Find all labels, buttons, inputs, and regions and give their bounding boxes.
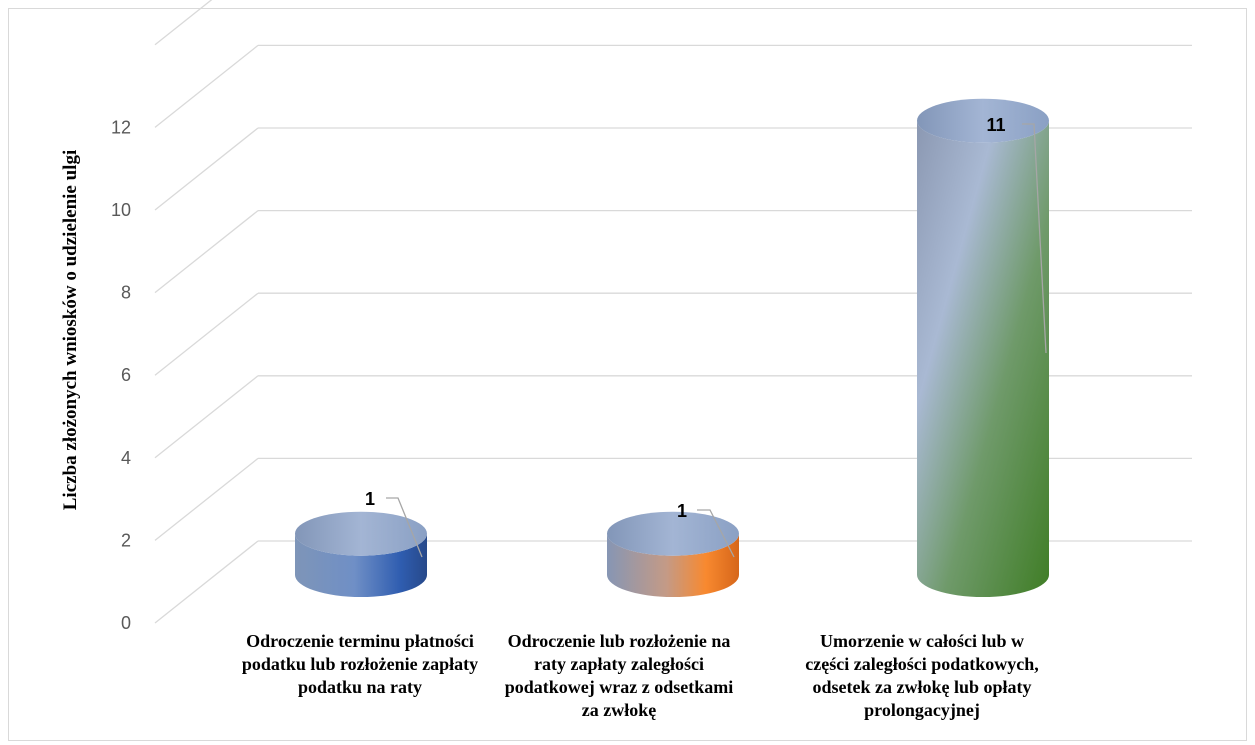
gridline-side [154, 375, 259, 459]
bar [295, 511, 427, 597]
gridline-side [154, 292, 259, 376]
data-label: 1 [677, 501, 687, 521]
chart-frame [8, 8, 1247, 741]
data-label: 1 [365, 489, 375, 509]
data-label-leader [386, 497, 423, 558]
data-label-leader [697, 509, 735, 558]
y-tick-label: 12 [111, 117, 131, 137]
data-label-leader [1022, 123, 1047, 354]
y-tick-label: 8 [121, 283, 131, 303]
gridline-side [154, 127, 259, 211]
y-tick-label: 4 [121, 448, 131, 468]
bars [295, 98, 1049, 597]
gridline-side [154, 44, 259, 128]
y-axis-title: Liczba złożonych wniosków o udzielenie u… [60, 150, 81, 511]
bar-top [295, 511, 427, 556]
bar-body [607, 533, 739, 597]
y-tick-label: 6 [121, 365, 131, 385]
bar [917, 98, 1049, 597]
y-tick-label: 2 [121, 530, 131, 550]
bar-top [917, 98, 1049, 143]
data-label: 11 [986, 115, 1005, 135]
x-category-label: Odroczenie lub rozłożenie na raty zapłaty… [504, 631, 734, 720]
data-label-leaders [386, 123, 1047, 558]
bar-body [295, 533, 427, 597]
y-tick-label: 10 [111, 200, 131, 220]
bar [607, 511, 739, 597]
gridline-side [154, 0, 213, 46]
gridline-side [154, 210, 259, 294]
gridline-side [154, 457, 259, 541]
bar-body [917, 120, 1049, 597]
gridline-side [154, 540, 259, 624]
y-axis-label: Liczba złożonych wniosków o udzielenie u… [60, 150, 81, 511]
y-axis-ticks: 0 2 4 6 8 10 12 [111, 117, 131, 633]
x-category-label: Umorzenie w całości lub w części zaległoś… [805, 631, 1039, 720]
bar-top [607, 511, 739, 556]
x-category-label: Odroczenie terminu płatności podatku lub … [241, 631, 479, 697]
y-tick-label: 0 [121, 613, 131, 633]
